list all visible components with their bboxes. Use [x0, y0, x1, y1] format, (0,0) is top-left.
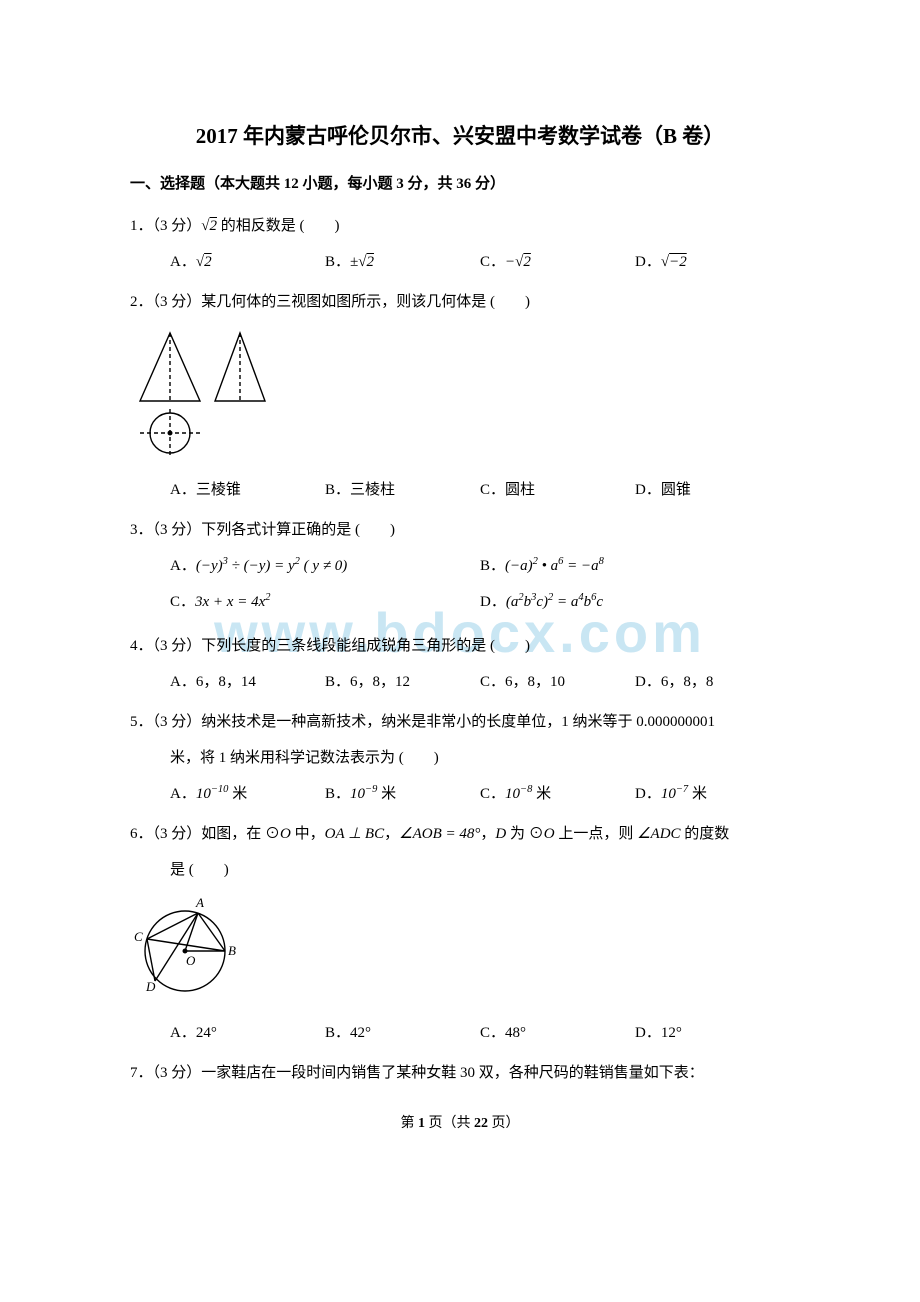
q5-opt-c: C．10−8 米: [480, 779, 635, 809]
q3-num: 3．（3 分）: [130, 522, 201, 538]
svg-text:B: B: [228, 943, 236, 958]
q6-opt-b: B．42°: [325, 1018, 480, 1048]
q2-opt-b: B．三棱柱: [325, 475, 480, 505]
q1-opt-b: B．±√2: [325, 247, 480, 277]
q5-stem2: 米，将 1 纳米用科学记数法表示为 ( ): [130, 743, 790, 773]
q1-opt-a: A．√2: [170, 247, 325, 277]
q5-stem1: 纳米技术是一种高新技术，纳米是非常小的长度单位，1 纳米等于 0.0000000…: [201, 714, 715, 730]
q6-opt-d: D．12°: [635, 1018, 790, 1048]
q7-stem: 一家鞋店在一段时间内销售了某种女鞋 30 双，各种尺码的鞋销售量如下表：: [201, 1065, 704, 1081]
q5-opt-b: B．10−9 米: [325, 779, 480, 809]
q5-num: 5．（3 分）: [130, 714, 201, 730]
q4-opt-b: B．6，8，12: [325, 667, 480, 697]
q7-num: 7．（3 分）: [130, 1065, 201, 1081]
q4-stem: 下列长度的三条线段能组成锐角三角形的是 ( ): [201, 638, 530, 654]
q1-opt-d: D．√−2: [635, 247, 790, 277]
question-1: 1．（3 分）√2 的相反数是 ( ) A．√2 B．±√2 C．−√2 D．√…: [130, 211, 790, 277]
svg-text:D: D: [145, 979, 156, 994]
svg-text:A: A: [195, 895, 204, 910]
page-footer: 第 1 页（共 22 页）: [130, 1112, 790, 1132]
q2-opt-d: D．圆锥: [635, 475, 790, 505]
q5-opt-d: D．10−7 米: [635, 779, 790, 809]
q2-num: 2．（3 分）: [130, 294, 201, 310]
q3-opt-d: D．(a2b3c)2 = a4b6c: [480, 587, 790, 617]
q5-opt-a: A．10−10 米: [170, 779, 325, 809]
question-3: 3．（3 分）下列各式计算正确的是 ( ) A．(−y)3 ÷ (−y) = y…: [130, 515, 790, 623]
q4-opt-a: A．6，8，14: [170, 667, 325, 697]
q6-num: 6．（3 分）: [130, 826, 201, 842]
page-title: 2017 年内蒙古呼伦贝尔市、兴安盟中考数学试卷（B 卷）: [130, 120, 790, 150]
q1-num: 1．（3 分）: [130, 218, 201, 234]
q2-figure: [130, 323, 790, 469]
question-5: 5．（3 分）纳米技术是一种高新技术，纳米是非常小的长度单位，1 纳米等于 0.…: [130, 707, 790, 809]
q6-opt-a: A．24°: [170, 1018, 325, 1048]
q3-opt-b: B．(−a)2 • a6 = −a8: [480, 551, 790, 581]
q3-opt-a: A．(−y)3 ÷ (−y) = y2 ( y ≠ 0): [170, 551, 480, 581]
section-header: 一、选择题（本大题共 12 小题，每小题 3 分，共 36 分）: [130, 172, 790, 193]
q3-stem: 下列各式计算正确的是 ( ): [201, 522, 395, 538]
question-6: 6．（3 分）如图，在 ⊙O 中，OA ⊥ BC，∠AOB = 48°，D 为 …: [130, 819, 790, 1048]
svg-text:O: O: [186, 953, 196, 968]
q1-opt-c: C．−√2: [480, 247, 635, 277]
q4-opt-c: C．6，8，10: [480, 667, 635, 697]
q2-opt-c: C．圆柱: [480, 475, 635, 505]
question-2: 2．（3 分）某几何体的三视图如图所示，则该几何体是 ( ): [130, 287, 790, 505]
q1-stem-post: 的相反数是 ( ): [217, 218, 340, 234]
svg-text:C: C: [134, 929, 143, 944]
q2-opt-a: A．三棱锥: [170, 475, 325, 505]
q6-stem8: 是 ( ): [130, 855, 790, 885]
q6-opt-c: C．48°: [480, 1018, 635, 1048]
question-4: 4．（3 分）下列长度的三条线段能组成锐角三角形的是 ( ) A．6，8，14 …: [130, 631, 790, 697]
question-7: 7．（3 分）一家鞋店在一段时间内销售了某种女鞋 30 双，各种尺码的鞋销售量如…: [130, 1058, 790, 1088]
q2-stem: 某几何体的三视图如图所示，则该几何体是 ( ): [201, 294, 530, 310]
q4-num: 4．（3 分）: [130, 638, 201, 654]
q3-opt-c: C．3x + x = 4x2: [170, 587, 480, 617]
q6-figure: A B C D O: [130, 891, 790, 1012]
q4-opt-d: D．6，8，8: [635, 667, 790, 697]
